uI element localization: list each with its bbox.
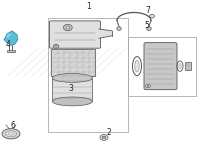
Text: 4: 4	[6, 40, 10, 49]
Bar	[51, 49, 95, 76]
Circle shape	[150, 14, 154, 18]
Circle shape	[53, 44, 59, 48]
Ellipse shape	[135, 60, 139, 72]
FancyBboxPatch shape	[49, 21, 101, 48]
Ellipse shape	[117, 27, 121, 31]
Bar	[52, 78, 92, 101]
FancyBboxPatch shape	[144, 43, 177, 90]
Bar	[7, 50, 15, 52]
Bar	[48, 18, 128, 132]
Polygon shape	[6, 33, 11, 38]
Bar	[128, 37, 196, 96]
Ellipse shape	[2, 129, 20, 139]
Text: 1: 1	[87, 2, 91, 11]
Ellipse shape	[52, 97, 92, 106]
Circle shape	[66, 26, 70, 29]
Text: 3: 3	[69, 84, 73, 93]
Text: 6: 6	[11, 121, 15, 130]
Circle shape	[63, 24, 72, 31]
Circle shape	[147, 85, 149, 87]
Text: 7: 7	[146, 6, 150, 15]
Polygon shape	[99, 29, 112, 38]
Circle shape	[102, 136, 106, 139]
Ellipse shape	[8, 132, 14, 135]
Ellipse shape	[179, 64, 181, 69]
Ellipse shape	[6, 131, 16, 137]
Bar	[185, 62, 191, 70]
Polygon shape	[4, 31, 18, 46]
Circle shape	[146, 84, 150, 88]
Ellipse shape	[147, 27, 151, 31]
Ellipse shape	[52, 74, 92, 82]
Text: 5: 5	[145, 21, 149, 30]
Text: 2: 2	[107, 128, 111, 137]
Circle shape	[100, 135, 108, 140]
